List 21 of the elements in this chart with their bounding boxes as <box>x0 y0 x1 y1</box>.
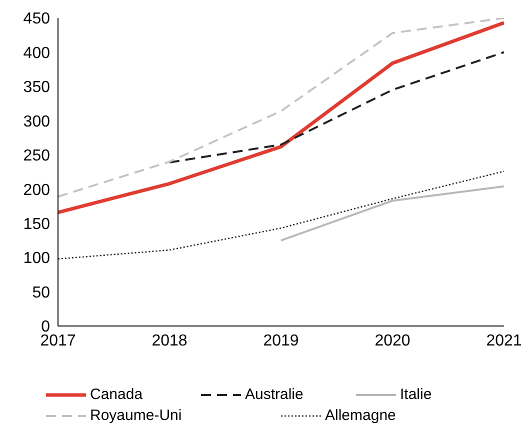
legend-label: Australie <box>245 386 304 403</box>
y-tick-label: 150 <box>23 216 50 234</box>
line-series <box>58 170 504 260</box>
legend-label: Canada <box>90 386 143 403</box>
legend-label: Allemagne <box>325 407 396 424</box>
y-tick-label: 450 <box>23 10 50 28</box>
x-tick-label: 2018 <box>152 332 188 350</box>
x-tick-label: 2021 <box>486 332 522 350</box>
y-tick-label: 100 <box>23 250 50 268</box>
y-tick-label: 400 <box>23 44 50 62</box>
y-tick-label: 350 <box>23 79 50 96</box>
x-tick-label: 2019 <box>263 332 299 350</box>
legend-label: Royaume-Uni <box>90 407 182 424</box>
y-tick-label: 300 <box>23 113 50 130</box>
y-tick-label: 200 <box>23 182 50 199</box>
line-series <box>168 51 504 164</box>
y-tick-label: 250 <box>23 148 50 165</box>
x-tick-label: 2017 <box>40 332 76 350</box>
x-tick-label: 2020 <box>374 332 410 350</box>
y-tick-label: 50 <box>32 284 50 302</box>
legend-label: Italie <box>400 386 432 403</box>
